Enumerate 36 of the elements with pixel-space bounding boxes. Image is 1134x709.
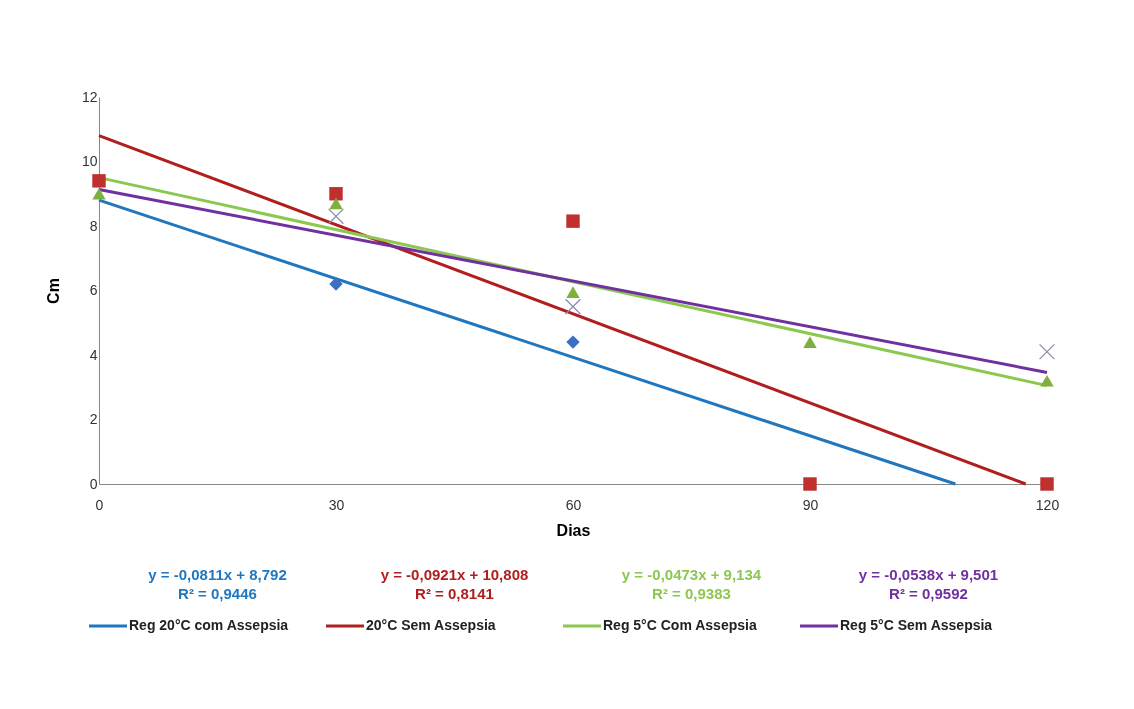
point [92, 174, 106, 188]
text: y = -0,0473x + 9,134 R² = 0,9383 [621, 566, 762, 602]
point [92, 187, 106, 200]
y-tick-label: 2 [89, 411, 98, 427]
point [566, 214, 580, 228]
y-tick-label: 10 [81, 153, 98, 169]
text: y = -0,0811x + 8,792 R² = 0,9446 [148, 566, 287, 602]
point [1038, 343, 1056, 360]
y-tick-label: 8 [89, 217, 98, 234]
x-tick-label: 30 [328, 496, 345, 513]
y-tick-label: 12 [81, 88, 98, 105]
x-tick-label: 60 [565, 496, 582, 513]
y-axis-title: Cm [44, 278, 62, 304]
point [329, 277, 343, 291]
legend-label: Reg 5°C Sem Assepsia [840, 617, 993, 633]
y-tick-label: 0 [89, 475, 98, 492]
point [1040, 477, 1054, 491]
point [566, 286, 580, 298]
point [1040, 374, 1054, 387]
point [566, 335, 580, 349]
y-tick-label: 6 [89, 282, 98, 298]
legend-label: Reg 5°C Com Assepsia [603, 617, 757, 633]
point [329, 187, 343, 201]
x-tick-label: 120 [1035, 496, 1060, 513]
text: y = -0,0921x + 10,808 R² = 0,8141 [380, 566, 529, 602]
point [803, 477, 817, 491]
legend-label: Reg 20°C com Assepsia [129, 617, 289, 633]
x-axis-title: Dias [556, 521, 591, 539]
point [803, 336, 817, 348]
point [329, 197, 343, 210]
point [327, 208, 345, 225]
y-tick-label: 4 [89, 346, 98, 363]
text: y = -0,0538x + 9,501 R² = 0,9592 [858, 566, 999, 602]
legend-label: 20°C Sem Assepsia [366, 617, 496, 633]
point [564, 298, 582, 315]
x-tick-label: 90 [802, 496, 819, 513]
